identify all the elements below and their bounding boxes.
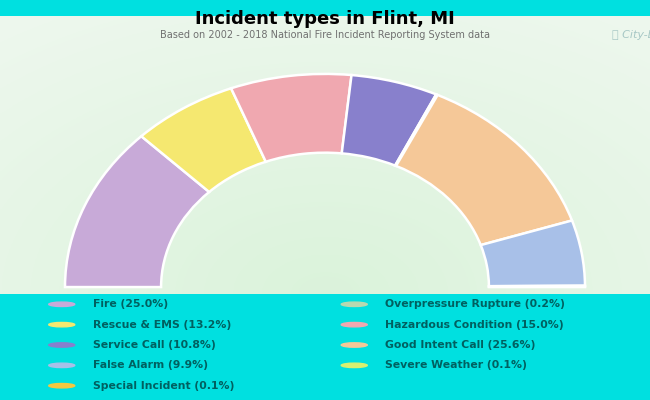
Text: Good Intent Call (25.6%): Good Intent Call (25.6%) <box>385 340 536 350</box>
Text: Severe Weather (0.1%): Severe Weather (0.1%) <box>385 360 527 370</box>
Wedge shape <box>342 75 436 166</box>
Circle shape <box>49 363 75 368</box>
Circle shape <box>49 384 75 388</box>
Text: Overpressure Rupture (0.2%): Overpressure Rupture (0.2%) <box>385 299 566 309</box>
Circle shape <box>341 302 367 306</box>
Circle shape <box>49 322 75 327</box>
Wedge shape <box>141 88 266 192</box>
Circle shape <box>49 302 75 306</box>
Wedge shape <box>489 286 585 287</box>
Text: Fire (25.0%): Fire (25.0%) <box>93 299 168 309</box>
Wedge shape <box>65 136 209 287</box>
Text: ⓘ City-Data.com: ⓘ City-Data.com <box>612 30 650 40</box>
Text: False Alarm (9.9%): False Alarm (9.9%) <box>93 360 208 370</box>
Text: Service Call (10.8%): Service Call (10.8%) <box>93 340 216 350</box>
Circle shape <box>341 343 367 347</box>
Text: Rescue & EMS (13.2%): Rescue & EMS (13.2%) <box>93 320 231 330</box>
Wedge shape <box>489 286 585 287</box>
Circle shape <box>49 343 75 347</box>
Wedge shape <box>396 95 572 245</box>
Wedge shape <box>395 94 437 166</box>
Text: Based on 2002 - 2018 National Fire Incident Reporting System data: Based on 2002 - 2018 National Fire Incid… <box>160 30 490 40</box>
Circle shape <box>341 322 367 327</box>
Text: Special Incident (0.1%): Special Incident (0.1%) <box>93 381 235 391</box>
Wedge shape <box>481 220 585 286</box>
Wedge shape <box>231 74 352 162</box>
Text: Hazardous Condition (15.0%): Hazardous Condition (15.0%) <box>385 320 564 330</box>
Circle shape <box>341 363 367 368</box>
Text: Incident types in Flint, MI: Incident types in Flint, MI <box>195 10 455 28</box>
